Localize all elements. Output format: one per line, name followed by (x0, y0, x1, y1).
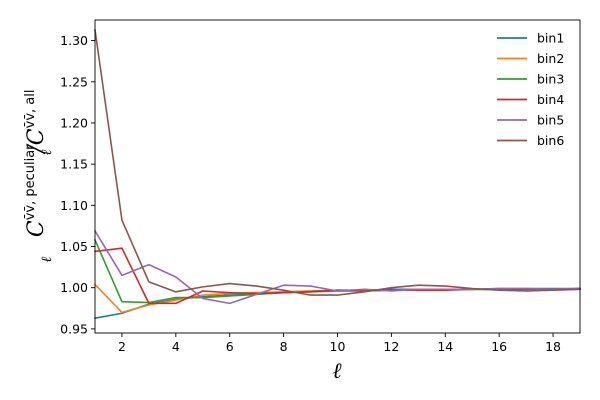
legend-label-bin4: bin4 (537, 92, 564, 107)
y-axis: 0.95 1.00 1.05 1.10 1.15 1.20 1.25 1.30 (60, 33, 95, 336)
x-tick-label: 12 (383, 339, 399, 354)
legend-label-bin2: bin2 (537, 51, 564, 66)
x-axis-title: ℓ (332, 359, 342, 384)
x-tick-label: 18 (545, 339, 561, 354)
x-tick-label: 10 (330, 339, 346, 354)
y-tick-label: 1.15 (60, 157, 88, 172)
x-tick-label: 16 (491, 339, 507, 354)
y-tick-label: 1.30 (60, 33, 88, 48)
legend: bin1 bin2 bin3 bin4 bin5 bin6 (497, 31, 564, 148)
y-tick-label: 1.00 (60, 280, 88, 295)
series-layer (93, 28, 581, 320)
x-tick-label: 2 (118, 339, 126, 354)
legend-label-bin3: bin3 (537, 72, 564, 87)
series-line-bin4 (94, 247, 581, 305)
x-tick-label: 14 (437, 339, 453, 354)
y-tick-label: 0.95 (60, 321, 88, 336)
y-tick-label: 1.20 (60, 115, 88, 130)
x-tick-label: 4 (172, 339, 180, 354)
x-tick-label: 6 (226, 339, 234, 354)
y-tick-label: 1.25 (60, 74, 88, 89)
x-axis: 2 4 6 8 10 12 14 16 18 (118, 333, 561, 354)
plot-frame (94, 19, 581, 334)
y-tick-label: 1.10 (60, 198, 88, 213)
series-line-bin3 (93, 238, 581, 304)
y-axis-title: Cv̄v̄, peculiarℓ/Cv̄v̄, allℓ (23, 90, 55, 263)
x-tick-label: 8 (280, 339, 288, 354)
y-tick-label: 1.05 (60, 239, 88, 254)
legend-label-bin5: bin5 (537, 113, 564, 128)
series-line-bin5 (93, 229, 581, 305)
legend-label-bin6: bin6 (537, 133, 564, 148)
legend-label-bin1: bin1 (537, 31, 564, 46)
series-line-bin6 (94, 28, 581, 296)
